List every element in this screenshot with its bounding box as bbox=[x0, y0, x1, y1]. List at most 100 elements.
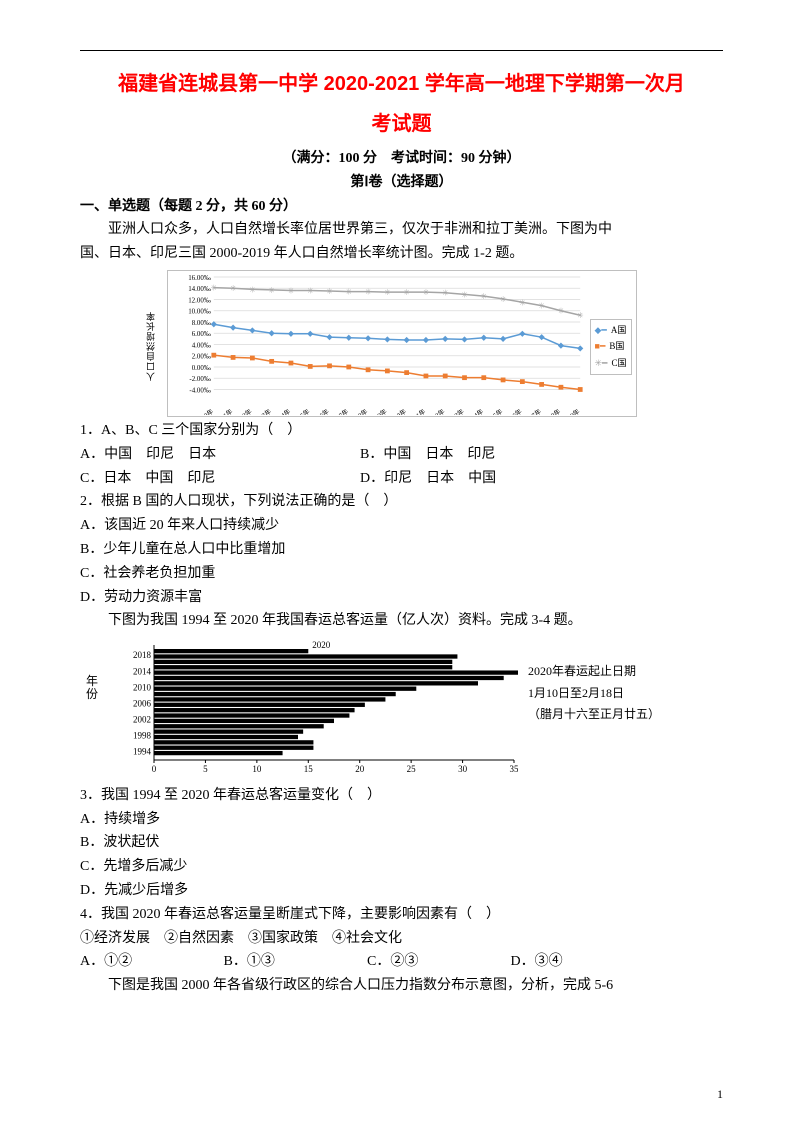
svg-text:35: 35 bbox=[510, 764, 519, 773]
q1-row2: C．日本 中国 印尼 D．印尼 日本 中国 bbox=[80, 467, 723, 491]
note2: 1月10日至2月18日 bbox=[528, 683, 660, 705]
chart2-note: 2020年春运起止日期 1月10日至2月18日 （腊月十六至正月廿五） bbox=[528, 661, 660, 726]
q4-c: C．②③ bbox=[367, 950, 507, 974]
svg-text:✳: ✳ bbox=[268, 286, 275, 295]
svg-text:✳: ✳ bbox=[210, 284, 217, 293]
q1-d: D．印尼 日本 中国 bbox=[360, 467, 496, 491]
svg-text:2004年: 2004年 bbox=[271, 406, 292, 415]
svg-text:2015年: 2015年 bbox=[483, 406, 504, 415]
svg-text:0.00‰: 0.00‰ bbox=[191, 364, 210, 372]
svg-text:✳: ✳ bbox=[557, 307, 564, 316]
svg-text:✳: ✳ bbox=[538, 302, 545, 311]
q2-b: B．少年儿童在总人口中比重增加 bbox=[80, 538, 723, 562]
svg-text:2020: 2020 bbox=[312, 640, 331, 650]
svg-text:✳: ✳ bbox=[403, 288, 410, 297]
svg-text:✳: ✳ bbox=[345, 288, 352, 297]
q4-factors: ①经济发展 ②自然因素 ③国家政策 ④社会文化 bbox=[80, 927, 723, 951]
svg-text:10: 10 bbox=[252, 764, 262, 773]
legend-a: A国 bbox=[611, 323, 627, 338]
intro-2: 下图为我国 1994 至 2020 年我国春运总客运量（亿人次）资料。完成 3-… bbox=[80, 609, 723, 633]
q4-a: A．①② bbox=[80, 950, 220, 974]
svg-text:2013年: 2013年 bbox=[444, 406, 465, 415]
svg-text:✳: ✳ bbox=[461, 290, 468, 299]
intro-1b: 国、日本、印尼三国 2000-2019 年人口自然增长率统计图。完成 1-2 题… bbox=[80, 242, 723, 266]
svg-text:2007年: 2007年 bbox=[328, 406, 349, 415]
svg-text:2003年: 2003年 bbox=[251, 406, 272, 415]
svg-text:30: 30 bbox=[458, 764, 468, 773]
svg-text:16.00‰: 16.00‰ bbox=[188, 274, 211, 282]
q2-c: C．社会养老负担加重 bbox=[80, 562, 723, 586]
q4-d: D．③④ bbox=[511, 950, 563, 974]
q4: 4．我国 2020 年春运总客运量呈断崖式下降，主要影响因素有（ ） bbox=[80, 903, 723, 927]
q2-d: D．劳动力资源丰富 bbox=[80, 586, 723, 610]
q3-c: C．先增多后减少 bbox=[80, 855, 723, 879]
svg-text:2000年: 2000年 bbox=[193, 406, 214, 415]
svg-text:✳: ✳ bbox=[364, 288, 371, 297]
q2: 2．根据 B 国的人口现状，下列说法正确的是（ ） bbox=[80, 490, 723, 514]
svg-text:0: 0 bbox=[152, 764, 157, 773]
svg-text:✳: ✳ bbox=[499, 295, 506, 304]
chart2-svg: 2020201820142010200620021998199405101520… bbox=[118, 639, 518, 773]
svg-text:2011年: 2011年 bbox=[406, 406, 427, 415]
doc-title-line2: 考试题 bbox=[80, 107, 723, 141]
svg-text:4.00‰: 4.00‰ bbox=[191, 341, 210, 349]
chart1-svg: -4.00‰-2.00‰0.00‰2.00‰4.00‰6.00‰8.00‰10.… bbox=[168, 271, 636, 415]
svg-text:2006: 2006 bbox=[133, 699, 152, 709]
q1-a: A．中国 印尼 日本 bbox=[80, 443, 360, 467]
svg-text:✳: ✳ bbox=[306, 286, 313, 295]
legend-b: B国 bbox=[609, 339, 624, 354]
chart1-legend: ◆━A国 ■━B国 ✳━C国 bbox=[590, 319, 632, 375]
chart-growth-rate: 人口自然增长率 -4.00‰-2.00‰0.00‰2.00‰4.00‰6.00‰… bbox=[167, 270, 637, 417]
svg-text:1994: 1994 bbox=[133, 747, 152, 757]
svg-text:14.00‰: 14.00‰ bbox=[188, 285, 211, 293]
svg-text:✳: ✳ bbox=[441, 289, 448, 298]
svg-text:5: 5 bbox=[203, 764, 208, 773]
svg-text:✳: ✳ bbox=[576, 311, 583, 320]
section-1-heading: 一、单选题（每题 2 分，共 60 分） bbox=[80, 195, 723, 219]
svg-text:2018年: 2018年 bbox=[541, 406, 562, 415]
svg-text:✳: ✳ bbox=[519, 298, 526, 307]
exam-info: （满分：100 分 考试时间：90 分钟） bbox=[80, 147, 723, 171]
svg-text:2016年: 2016年 bbox=[502, 406, 523, 415]
chart2-ylabel: 年份 bbox=[86, 675, 98, 701]
intro-3: 下图是我国 2000 年各省级行政区的综合人口压力指数分布示意图，分析，完成 5… bbox=[80, 974, 723, 998]
page-number: 1 bbox=[717, 1084, 723, 1104]
q4-opts: A．①② B．①③ C．②③ D．③④ bbox=[80, 950, 723, 974]
svg-text:2002: 2002 bbox=[133, 715, 151, 725]
svg-text:2014: 2014 bbox=[133, 666, 152, 676]
svg-text:2006年: 2006年 bbox=[309, 406, 330, 415]
svg-text:20: 20 bbox=[355, 764, 365, 773]
svg-text:✳: ✳ bbox=[326, 287, 333, 296]
svg-text:✳: ✳ bbox=[384, 288, 391, 297]
svg-text:2017年: 2017年 bbox=[521, 406, 542, 415]
svg-text:2010: 2010 bbox=[133, 683, 152, 693]
note1: 2020年春运起止日期 bbox=[528, 661, 660, 683]
svg-text:-4.00‰: -4.00‰ bbox=[189, 386, 210, 394]
svg-text:✳: ✳ bbox=[249, 285, 256, 294]
svg-text:2014年: 2014年 bbox=[463, 406, 484, 415]
svg-text:2001年: 2001年 bbox=[213, 406, 234, 415]
svg-text:✳: ✳ bbox=[480, 292, 487, 301]
svg-text:2018: 2018 bbox=[133, 650, 152, 660]
paper-part: 第Ⅰ卷（选择题） bbox=[80, 171, 723, 195]
q3-a: A．持续增多 bbox=[80, 808, 723, 832]
intro-1a: 亚洲人口众多，人口自然增长率位居世界第三，仅次于非洲和拉丁美洲。下图为中 bbox=[80, 218, 723, 242]
svg-text:2010年: 2010年 bbox=[386, 406, 407, 415]
q3-b: B．波状起伏 bbox=[80, 831, 723, 855]
svg-text:2.00‰: 2.00‰ bbox=[191, 353, 210, 361]
svg-text:6.00‰: 6.00‰ bbox=[191, 330, 210, 338]
doc-title-line1: 福建省连城县第一中学 2020-2021 学年高一地理下学期第一次月 bbox=[80, 67, 723, 101]
q1-row1: A．中国 印尼 日本 B．中国 日本 印尼 bbox=[80, 443, 723, 467]
page: 福建省连城县第一中学 2020-2021 学年高一地理下学期第一次月 考试题 （… bbox=[0, 0, 793, 1122]
svg-text:25: 25 bbox=[407, 764, 417, 773]
q3-d: D．先减少后增多 bbox=[80, 879, 723, 903]
svg-text:✳: ✳ bbox=[422, 288, 429, 297]
svg-text:2005年: 2005年 bbox=[290, 406, 311, 415]
svg-text:1998: 1998 bbox=[133, 731, 152, 741]
top-rule bbox=[80, 50, 723, 51]
legend-c: C国 bbox=[611, 356, 626, 371]
svg-text:8.00‰: 8.00‰ bbox=[191, 319, 210, 327]
svg-text:12.00‰: 12.00‰ bbox=[188, 296, 211, 304]
svg-text:2009年: 2009年 bbox=[367, 406, 388, 415]
q1-b: B．中国 日本 印尼 bbox=[360, 443, 495, 467]
